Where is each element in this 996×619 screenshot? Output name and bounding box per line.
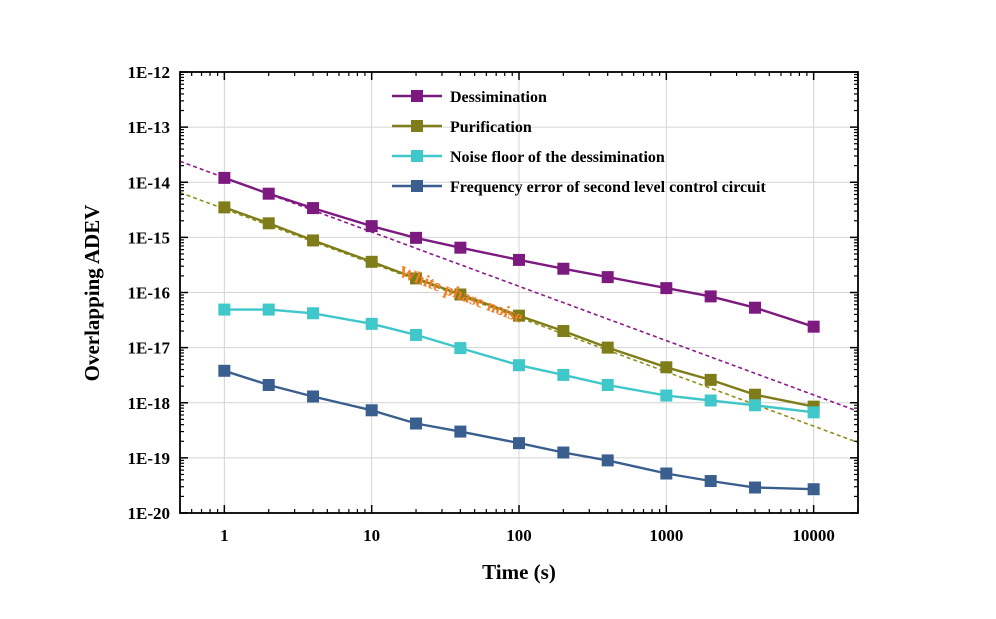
legend-marker: [411, 150, 423, 162]
legend-label: Dessimination: [450, 89, 547, 106]
series-point: [601, 454, 614, 467]
legend-marker: [411, 180, 423, 192]
series-point: [307, 234, 320, 247]
series-point: [307, 307, 320, 320]
series-point: [454, 342, 467, 355]
x-tick-label: 1: [220, 526, 229, 545]
series-point: [704, 475, 717, 488]
legend-label: Noise floor of the dessimination: [450, 149, 665, 166]
series-point: [557, 262, 570, 275]
y-tick-label: 1E-14: [128, 173, 171, 192]
series-point: [807, 406, 820, 419]
series-point: [410, 328, 423, 341]
series-3: [218, 303, 820, 419]
series-point: [262, 217, 275, 230]
series-point: [660, 389, 673, 402]
annotations: White phase noise: [396, 262, 526, 327]
series-point: [365, 255, 378, 268]
grid-layer: [180, 72, 858, 513]
legend-entry: Frequency error of second level control …: [392, 179, 766, 196]
series-point: [262, 303, 275, 316]
series-point: [660, 361, 673, 374]
series-point: [557, 446, 570, 459]
series-point: [704, 290, 717, 303]
legend-entry: Purification: [392, 119, 532, 136]
series-point: [513, 359, 525, 372]
series-point: [601, 341, 614, 354]
series-1: [218, 171, 820, 333]
x-axis-title: Time (s): [482, 560, 556, 584]
legend-entry: Dessimination: [392, 89, 547, 106]
series-point: [218, 303, 231, 316]
series-point: [749, 481, 762, 494]
series-point: [601, 271, 614, 284]
legend-label: Frequency error of second level control …: [450, 179, 766, 196]
y-tick-label: 1E-16: [128, 284, 171, 303]
series-point: [557, 325, 570, 338]
series-point: [601, 378, 614, 391]
legend-entry: Noise floor of the dessimination: [392, 149, 665, 166]
series-point: [513, 309, 525, 322]
series-2: [218, 201, 820, 413]
reference-lines: [179, 160, 859, 444]
series-point: [410, 231, 423, 244]
x-tick-label: 100: [506, 526, 532, 545]
tick-labels: 1 10 100 1000 10000 1E-12 1E-13 1E-14 1E-15 1E-16…: [128, 63, 835, 545]
series-point: [218, 171, 231, 184]
series-point: [807, 320, 820, 333]
series-point: [749, 301, 762, 314]
y-tick-label: 1E-20: [128, 504, 171, 523]
axis-ticks: [179, 71, 859, 514]
series-point: [454, 425, 467, 438]
series-point: [557, 368, 570, 381]
series-point: [660, 467, 673, 480]
x-tick-label: 10: [363, 526, 380, 545]
x-tick-label: 1000: [649, 526, 683, 545]
y-tick-label: 1E-13: [128, 118, 171, 137]
series-point: [410, 272, 423, 285]
series-point: [454, 288, 467, 301]
legend-marker: [411, 120, 423, 132]
series-point: [454, 241, 467, 254]
y-axis-title: Overlapping ADEV: [80, 205, 104, 382]
legend-marker: [411, 90, 423, 102]
series-point: [307, 390, 320, 403]
series-point: [262, 187, 275, 200]
legend-label: Purification: [450, 119, 532, 136]
series-point: [704, 394, 717, 407]
reference-dashed-line: [179, 191, 859, 444]
series-point: [307, 202, 320, 215]
series-point: [749, 388, 762, 401]
y-tick-label: 1E-12: [128, 63, 171, 82]
series-point: [410, 417, 423, 430]
y-tick-label: 1E-18: [128, 394, 171, 413]
series-point: [218, 364, 231, 377]
series-point: [218, 201, 231, 214]
series-layer: [218, 171, 820, 496]
series-point: [365, 220, 378, 233]
y-tick-label: 1E-17: [128, 339, 171, 358]
y-tick-label: 1E-15: [128, 228, 171, 247]
series-point: [365, 404, 378, 417]
reference-dashed-line: [179, 160, 859, 413]
annotation-label: White phase noise: [396, 262, 526, 327]
series-point: [513, 253, 525, 266]
legend: Dessimination Purification Noise floor of …: [392, 89, 766, 196]
series-point: [749, 399, 762, 412]
series-point: [262, 378, 275, 391]
x-tick-label: 10000: [792, 526, 835, 545]
series-point: [660, 282, 673, 295]
y-tick-label: 1E-19: [128, 449, 171, 468]
series-point: [704, 373, 717, 386]
series-point: [807, 483, 820, 496]
series-point: [513, 437, 525, 450]
series-4: [218, 364, 820, 496]
series-point: [365, 317, 378, 330]
